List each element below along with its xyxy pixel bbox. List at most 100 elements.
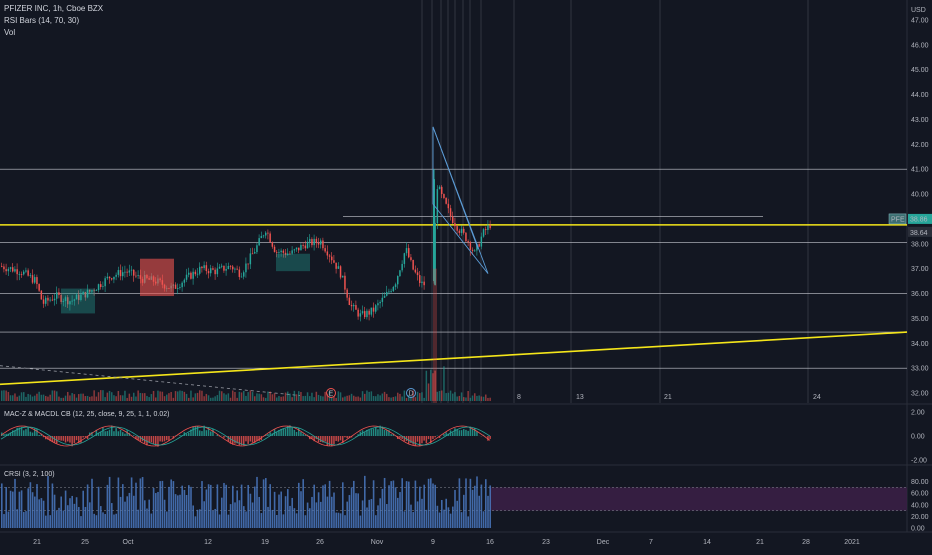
candle [190, 273, 192, 279]
volume-bar [78, 394, 80, 401]
volume-bar [122, 395, 124, 401]
crsi-bar [476, 476, 478, 528]
macd-histogram-bar [25, 429, 27, 436]
rsi-bars-legend[interactable]: RSI Bars (14, 70, 30) [4, 16, 79, 25]
crsi-bar [157, 492, 159, 528]
volume-bar [289, 394, 291, 401]
candle [230, 266, 232, 267]
time-axis-label: Oct [123, 539, 134, 546]
macd-histogram-bar [36, 429, 38, 436]
crsi-bar [283, 514, 285, 528]
volume-bar [197, 393, 199, 401]
candle [133, 270, 135, 276]
macd-histogram-bar [324, 436, 326, 442]
crsi-bar [32, 492, 34, 528]
volume-bar [157, 391, 159, 401]
volume-bar [393, 397, 395, 401]
volume-bar [232, 391, 234, 401]
volume-legend[interactable]: Vol [4, 28, 15, 37]
crsi-bar [111, 503, 113, 528]
macd-histogram-bar [375, 428, 377, 436]
candle [109, 277, 111, 278]
crsi-bar [430, 478, 432, 528]
macd-axis-label: 0.00 [911, 434, 925, 441]
price-axis-label: 42.00 [911, 142, 929, 149]
candle [245, 264, 247, 273]
crsi-bar [190, 487, 192, 528]
crsi-bar [177, 495, 179, 528]
volume-bar [107, 393, 109, 401]
candle [54, 299, 56, 301]
candle [203, 265, 205, 268]
crsi-bar [236, 490, 238, 528]
volume-bar [151, 394, 153, 401]
crsi-bar [487, 496, 489, 528]
crsi-bar [142, 477, 144, 528]
crsi-bar [388, 485, 390, 528]
candle [331, 257, 333, 261]
macd-histogram-bar [474, 428, 476, 436]
volume-bar [210, 398, 212, 401]
volume-bar [12, 395, 14, 401]
symbol-legend[interactable]: PFIZER INC, 1h, Cboe BZX [4, 4, 103, 13]
candle [210, 268, 212, 273]
crsi-bar [421, 499, 423, 528]
candle [360, 313, 362, 316]
macd-histogram-bar [162, 436, 164, 442]
crsi-bar [12, 492, 14, 528]
volume-bar [60, 398, 62, 401]
crsi-bar [362, 500, 364, 528]
macd-histogram-bar [118, 431, 120, 436]
time-axis-label: 12 [204, 539, 212, 546]
crsi-bar [239, 500, 241, 528]
volume-bar [225, 395, 227, 401]
rsi-oversold-box [276, 254, 310, 271]
volume-bar [54, 391, 56, 401]
crsi-bar [272, 510, 274, 528]
volume-bar [320, 396, 322, 401]
volume-bar [49, 395, 51, 401]
crsi-bar [144, 500, 146, 528]
candle [34, 277, 36, 283]
time-axis-label: 7 [649, 539, 653, 546]
crsi-bar [232, 486, 234, 528]
volume-bar [118, 391, 120, 401]
candle [344, 276, 346, 290]
candle [278, 252, 280, 253]
crsi-bar [318, 492, 320, 528]
price-axis-label: 32.00 [911, 391, 929, 398]
volume-bar [113, 395, 115, 401]
candle [410, 257, 412, 260]
crsi-bar [243, 506, 245, 528]
crsi-bar [155, 493, 157, 528]
volume-bar [5, 391, 7, 401]
candle [217, 268, 219, 274]
volume-bar [25, 397, 27, 401]
volume-bar [166, 395, 168, 401]
candle [23, 272, 25, 275]
crsi-bar [98, 487, 100, 528]
volume-bar [181, 391, 183, 401]
candle [441, 187, 443, 194]
volume-bar [399, 394, 401, 401]
crsi-bar [368, 500, 370, 528]
crsi-bar [445, 499, 447, 528]
candle [258, 238, 260, 245]
price-axis-label: 45.00 [911, 67, 929, 74]
candle [355, 305, 357, 310]
volume-bar [212, 398, 214, 401]
volume-bar [265, 398, 267, 401]
candle [487, 225, 489, 230]
volume-bar [120, 395, 122, 401]
candle [236, 269, 238, 270]
crsi-bar [256, 477, 258, 528]
crsi-bar [107, 485, 109, 528]
volume-bar [278, 396, 280, 401]
crsi-bar [27, 488, 29, 528]
volume-bar [111, 392, 113, 401]
candle [316, 239, 318, 243]
candle [228, 266, 230, 269]
crsi-bar [351, 487, 353, 528]
